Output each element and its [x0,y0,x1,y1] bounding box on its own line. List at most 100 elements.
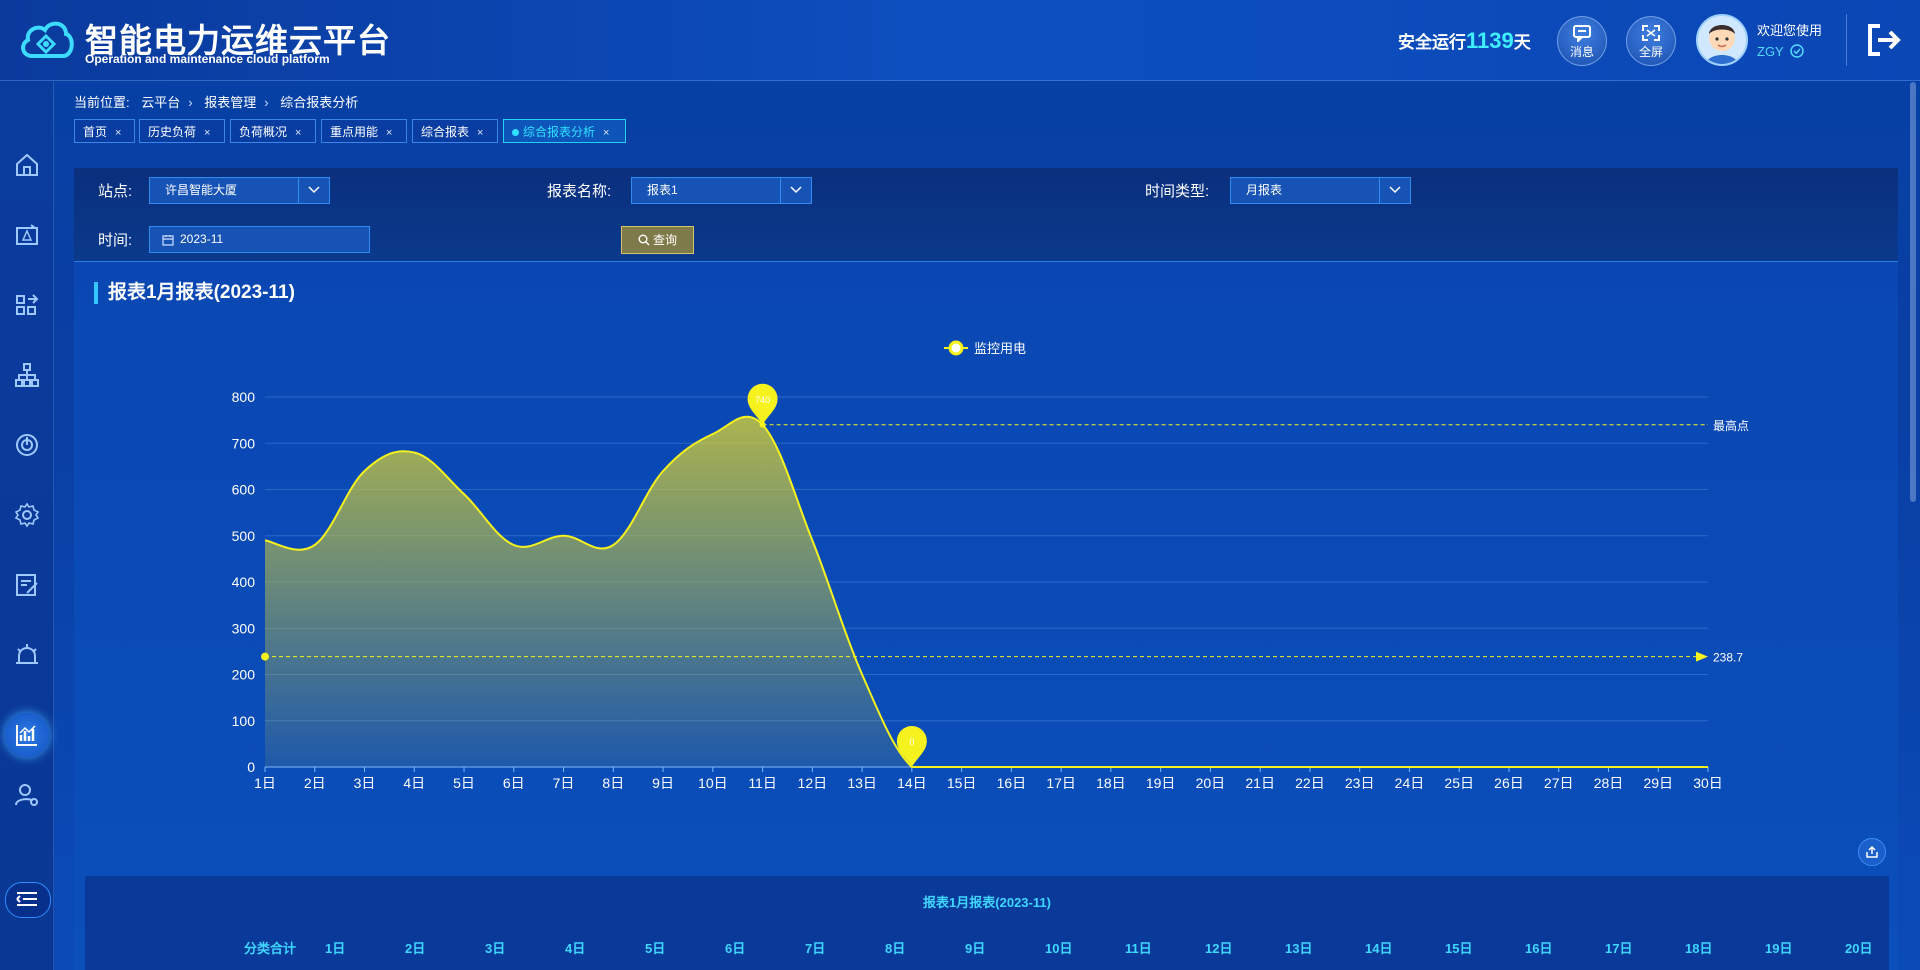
breadcrumb: 当前位置: 云平台 › 报表管理 › 综合报表分析 [74,92,366,111]
report-name-select[interactable]: 报表1 [631,177,812,204]
close-icon[interactable]: × [603,127,610,139]
max-pin-label: 740 [755,395,770,405]
load-area-chart[interactable]: 监控用电 0 100 200 300 400 500 600 700 800 1日 2日 3日 4日 5… [74,312,1898,842]
time-value: 2023-11 [180,232,224,246]
x-tick-label: 20日 [1196,775,1226,791]
min-pin-label: 0 [909,737,914,747]
chart-legend[interactable]: 监控用电 [944,340,1026,356]
page-scrollbar[interactable] [1910,82,1916,502]
y-tick-label: 0 [247,759,255,775]
fullscreen-button[interactable]: 全屏 [1626,16,1676,66]
table-header-day: 19日 [1765,941,1793,956]
x-tick-label: 22日 [1295,775,1325,791]
table-header-day: 15日 [1445,941,1473,956]
time-date-picker[interactable]: 2023-11 [149,226,370,253]
safe-prefix: 安全运行 [1398,33,1466,52]
y-tick-label: 100 [232,713,256,729]
app-title: 智能电力运维云平台 [85,22,391,59]
y-tick-label: 800 [232,389,256,405]
table-header-day: 12日 [1205,941,1233,956]
chevron-right-icon: › [264,95,269,110]
message-label: 消息 [1569,45,1594,59]
tab-key-energy[interactable]: 重点用能 × [321,119,407,143]
y-tick-label: 600 [232,482,256,498]
verified-check-icon [1790,44,1804,58]
fullscreen-label: 全屏 [1638,45,1663,59]
station-select[interactable]: 许昌智能大厦 [149,177,330,204]
alarm-bell-icon[interactable] [13,641,41,669]
table-header-day: 6日 [725,941,746,956]
close-icon[interactable]: × [386,127,393,139]
sidebar-item-report-analysis[interactable] [5,713,49,757]
table-header-day: 5日 [645,941,666,956]
table-header-day: 16日 [1525,941,1553,956]
tab-label: 负荷概况 [239,125,288,139]
user-settings-icon[interactable] [13,781,41,809]
settings-gear-icon[interactable] [13,501,41,529]
chart-marks: 最高点 238.7 740 0 [261,383,1749,767]
safe-days-number: 1139 [1466,28,1514,53]
x-tick-label: 3日 [354,775,376,791]
x-tick-label: 18日 [1096,775,1126,791]
left-sidebar [0,81,54,970]
home-icon[interactable] [13,151,41,179]
tab-home[interactable]: 首页 × [74,119,135,143]
time-type-select[interactable]: 月报表 [1230,177,1411,204]
sidebar-collapse-button[interactable] [5,882,51,918]
x-tick-label: 16日 [997,775,1027,791]
x-tick-label: 7日 [553,775,575,791]
report-name-label: 报表名称: [547,183,612,200]
breadcrumb-item-cloud[interactable]: 云平台 [141,95,181,110]
close-icon[interactable]: × [204,127,211,139]
welcome-text: 欢迎您使用 [1757,23,1823,38]
query-button[interactable]: 查询 [621,226,694,254]
max-pin-shape [747,383,778,425]
message-button[interactable]: 消息 [1557,16,1607,66]
topology-icon[interactable] [13,361,41,389]
user-avatar[interactable] [1696,14,1748,66]
close-icon[interactable]: × [115,127,122,139]
max-pin: 740 [747,383,778,425]
station-label: 站点: [98,183,133,200]
close-icon[interactable]: × [295,127,302,139]
table-header-day: 2日 [405,941,426,956]
x-tick-label: 11日 [748,775,777,791]
x-tick-label: 12日 [798,775,828,791]
cloud-logo-icon [21,21,74,58]
share-export-icon [1866,845,1878,858]
power-gauge-icon[interactable] [13,431,41,459]
monitor-alarm-icon[interactable] [13,221,41,249]
username-row[interactable]: ZGY [1757,44,1804,59]
logout-icon[interactable] [1864,20,1904,60]
top-header: 智能电力运维云平台 Operation and maintenance clou… [0,0,1920,81]
breadcrumb-prefix: 当前位置: [74,95,130,110]
export-button[interactable] [1858,838,1886,866]
tab-report-analysis[interactable]: 综合报表分析 × [503,119,626,143]
tab-history-load[interactable]: 历史负荷 × [139,119,225,143]
x-tick-label: 5日 [453,775,475,791]
table-header-day: 10日 [1045,941,1073,956]
x-tick-label: 19日 [1146,775,1176,791]
table-header-day: 13日 [1285,941,1313,956]
x-tick-label: 8日 [602,775,624,791]
table-header-day: 17日 [1605,941,1633,956]
apps-grid-icon[interactable] [13,291,41,319]
query-label: 查询 [652,233,677,247]
table-header-day: 4日 [565,941,586,956]
report-edit-icon[interactable] [13,571,41,599]
tab-label: 首页 [83,125,108,139]
breadcrumb-item-report-mgmt[interactable]: 报表管理 [204,95,257,110]
tab-label: 综合报表分析 [523,125,596,139]
table-header-day: 3日 [485,941,506,956]
chart-title: 报表1月报表(2023-11) [94,282,295,304]
x-tick-label: 17日 [1046,775,1076,791]
close-icon[interactable]: × [477,127,484,139]
time-type-value: 月报表 [1246,183,1283,197]
calendar-icon [162,235,174,246]
x-tick-label: 4日 [403,775,425,791]
report-table: 报表1月报表(2023-11) 分类合计 1日 2日 3日 4日 5日 6日 7日 8日 9日 10… [85,876,1889,970]
tab-comprehensive-report[interactable]: 综合报表 × [412,119,498,143]
y-tick-label: 400 [232,574,256,590]
avg-arrow [1696,651,1708,662]
tab-load-overview[interactable]: 负荷概况 × [230,119,316,143]
